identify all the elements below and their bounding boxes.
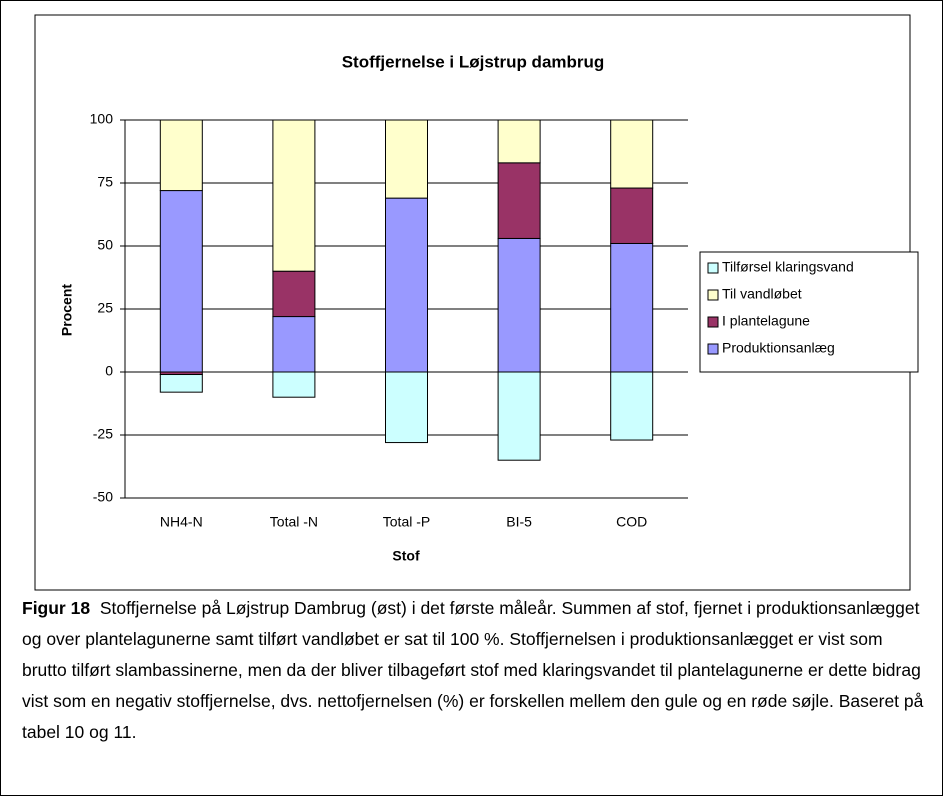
caption-text: Stoffjernelse på Løjstrup Dambrug (øst) … <box>22 598 924 742</box>
x-tick-label: BI-5 <box>506 514 532 530</box>
bar-segment <box>159 190 203 373</box>
legend-swatch <box>707 343 719 355</box>
y-axis-label: Procent <box>59 284 75 336</box>
bar-segment <box>272 316 316 373</box>
legend-swatch <box>707 262 719 274</box>
bar-segment <box>497 162 541 239</box>
y-tick-label: 0 <box>105 363 113 379</box>
x-axis-label: Stof <box>392 548 420 564</box>
bar-segment <box>385 197 428 373</box>
legend-label: Til vandløbet <box>722 286 802 302</box>
bar-segment <box>272 371 316 398</box>
caption-label: Figur 18 <box>22 598 91 618</box>
bar-segment <box>159 374 203 393</box>
legend-label: I plantelagune <box>722 313 810 329</box>
legend-swatch <box>707 289 719 301</box>
bar-segment <box>159 119 203 192</box>
legend-label: Produktionsanlæg <box>722 340 835 356</box>
y-tick-label: 75 <box>97 174 113 190</box>
bar-segment <box>272 270 316 318</box>
caption: Figur 18 Stoffjernelse på Løjstrup Dambr… <box>22 593 927 748</box>
legend-label: Tilførsel klaringsvand <box>722 259 854 275</box>
bar-segment <box>385 371 428 444</box>
bar-segment <box>610 119 654 189</box>
x-tick-label: COD <box>616 514 647 530</box>
bar-segment <box>610 187 654 244</box>
bar-segment <box>497 119 541 164</box>
bar-segment <box>497 371 541 461</box>
bar-segment <box>610 242 654 373</box>
y-tick-label: 100 <box>90 111 114 127</box>
legend-swatch <box>707 316 719 328</box>
legend-box <box>699 251 919 373</box>
y-tick-label: 25 <box>97 300 113 316</box>
bar-segment <box>610 371 654 441</box>
x-tick-label: NH4-N <box>160 514 203 530</box>
x-tick-label: Total -N <box>270 514 318 530</box>
bar-segment <box>272 119 316 272</box>
bar-segment <box>385 119 428 199</box>
bar-segment <box>497 237 541 373</box>
y-tick-label: -25 <box>93 426 113 442</box>
chart-title: Stoffjernelse i Løjstrup dambrug <box>342 52 605 71</box>
y-tick-label: 50 <box>97 237 113 253</box>
x-tick-label: Total -P <box>383 514 430 530</box>
y-tick-label: -50 <box>93 489 113 505</box>
